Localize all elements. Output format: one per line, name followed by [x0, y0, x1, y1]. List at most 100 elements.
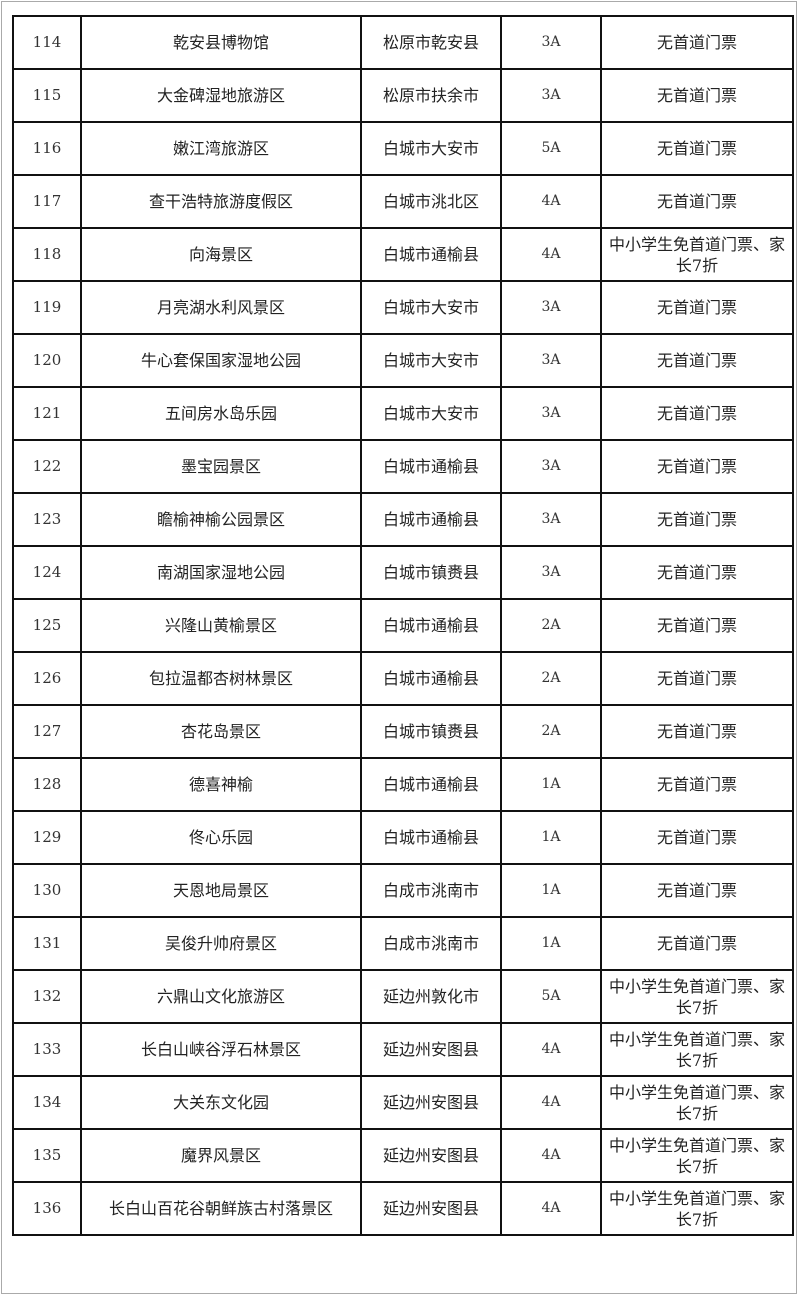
location-cell: 白城市大安市	[360, 121, 502, 176]
table-row: 116 嫩江湾旅游区 白城市大安市 5A 无首道门票	[12, 121, 794, 176]
row-number-cell: 130	[12, 863, 82, 918]
location-cell: 延边州安图县	[360, 1128, 502, 1183]
scenic-name-cell: 兴隆山黄榆景区	[80, 598, 362, 653]
location-cell: 白城市镇赉县	[360, 704, 502, 759]
rating-level-cell: 3A	[500, 280, 602, 335]
ticket-policy-cell: 无首道门票	[600, 598, 794, 653]
row-number-cell: 120	[12, 333, 82, 388]
ticket-policy-cell: 中小学生免首道门票、家长7折	[600, 1022, 794, 1077]
table-row: 117 查干浩特旅游度假区 白城市洮北区 4A 无首道门票	[12, 174, 794, 229]
rating-level-cell: 3A	[500, 15, 602, 70]
scenic-spots-table: 114 乾安县博物馆 松原市乾安县 3A 无首道门票 115 大金碑湿地旅游区 松原市扶余市 3…	[12, 15, 794, 1236]
scenic-name-cell: 大金碑湿地旅游区	[80, 68, 362, 123]
row-number-cell: 134	[12, 1075, 82, 1130]
rating-level-cell: 4A	[500, 1181, 602, 1236]
row-number-cell: 129	[12, 810, 82, 865]
scenic-name-cell: 杏花岛景区	[80, 704, 362, 759]
rating-level-cell: 2A	[500, 598, 602, 653]
ticket-policy-cell: 中小学生免首道门票、家长7折	[600, 969, 794, 1024]
scenic-name-cell: 长白山峡谷浮石林景区	[80, 1022, 362, 1077]
location-cell: 白城市通榆县	[360, 227, 502, 282]
rating-level-cell: 2A	[500, 704, 602, 759]
table-row: 114 乾安县博物馆 松原市乾安县 3A 无首道门票	[12, 15, 794, 70]
table-row: 128 德喜神榆 白城市通榆县 1A 无首道门票	[12, 757, 794, 812]
row-number-cell: 119	[12, 280, 82, 335]
row-number-cell: 135	[12, 1128, 82, 1183]
table-row: 115 大金碑湿地旅游区 松原市扶余市 3A 无首道门票	[12, 68, 794, 123]
row-number-cell: 123	[12, 492, 82, 547]
location-cell: 白城市通榆县	[360, 810, 502, 865]
location-cell: 延边州安图县	[360, 1022, 502, 1077]
rating-level-cell: 4A	[500, 1022, 602, 1077]
scenic-name-cell: 乾安县博物馆	[80, 15, 362, 70]
ticket-policy-cell: 中小学生免首道门票、家长7折	[600, 1128, 794, 1183]
rating-level-cell: 1A	[500, 863, 602, 918]
rating-level-cell: 5A	[500, 121, 602, 176]
scenic-name-cell: 天恩地局景区	[80, 863, 362, 918]
location-cell: 白城市通榆县	[360, 439, 502, 494]
row-number-cell: 133	[12, 1022, 82, 1077]
scenic-name-cell: 嫩江湾旅游区	[80, 121, 362, 176]
location-cell: 白城市通榆县	[360, 598, 502, 653]
rating-level-cell: 1A	[500, 757, 602, 812]
location-cell: 延边州安图县	[360, 1075, 502, 1130]
ticket-policy-cell: 无首道门票	[600, 704, 794, 759]
scenic-name-cell: 向海景区	[80, 227, 362, 282]
table-row: 123 瞻榆神榆公园景区 白城市通榆县 3A 无首道门票	[12, 492, 794, 547]
ticket-policy-cell: 无首道门票	[600, 492, 794, 547]
ticket-policy-cell: 无首道门票	[600, 68, 794, 123]
table-row: 120 牛心套保国家湿地公园 白城市大安市 3A 无首道门票	[12, 333, 794, 388]
row-number-cell: 128	[12, 757, 82, 812]
location-cell: 延边州敦化市	[360, 969, 502, 1024]
rating-level-cell: 3A	[500, 439, 602, 494]
scenic-name-cell: 包拉温都杏树林景区	[80, 651, 362, 706]
rating-level-cell: 3A	[500, 333, 602, 388]
scenic-name-cell: 五间房水岛乐园	[80, 386, 362, 441]
rating-level-cell: 3A	[500, 545, 602, 600]
row-number-cell: 122	[12, 439, 82, 494]
location-cell: 白城市通榆县	[360, 757, 502, 812]
table-row: 132 六鼎山文化旅游区 延边州敦化市 5A 中小学生免首道门票、家长7折	[12, 969, 794, 1024]
table-row: 131 吴俊升帅府景区 白成市洮南市 1A 无首道门票	[12, 916, 794, 971]
location-cell: 白城市大安市	[360, 280, 502, 335]
row-number-cell: 125	[12, 598, 82, 653]
location-cell: 白成市洮南市	[360, 863, 502, 918]
row-number-cell: 126	[12, 651, 82, 706]
scenic-name-cell: 德喜神榆	[80, 757, 362, 812]
scenic-name-cell: 长白山百花谷朝鲜族古村落景区	[80, 1181, 362, 1236]
ticket-policy-cell: 无首道门票	[600, 280, 794, 335]
ticket-policy-cell: 中小学生免首道门票、家长7折	[600, 1075, 794, 1130]
location-cell: 延边州安图县	[360, 1181, 502, 1236]
row-number-cell: 118	[12, 227, 82, 282]
ticket-policy-cell: 无首道门票	[600, 916, 794, 971]
table-row: 134 大关东文化园 延边州安图县 4A 中小学生免首道门票、家长7折	[12, 1075, 794, 1130]
rating-level-cell: 5A	[500, 969, 602, 1024]
scenic-name-cell: 六鼎山文化旅游区	[80, 969, 362, 1024]
rating-level-cell: 4A	[500, 1075, 602, 1130]
ticket-policy-cell: 无首道门票	[600, 333, 794, 388]
scenic-name-cell: 大关东文化园	[80, 1075, 362, 1130]
row-number-cell: 136	[12, 1181, 82, 1236]
row-number-cell: 117	[12, 174, 82, 229]
table-row: 127 杏花岛景区 白城市镇赉县 2A 无首道门票	[12, 704, 794, 759]
ticket-policy-cell: 无首道门票	[600, 15, 794, 70]
table-row: 121 五间房水岛乐园 白城市大安市 3A 无首道门票	[12, 386, 794, 441]
table-row: 133 长白山峡谷浮石林景区 延边州安图县 4A 中小学生免首道门票、家长7折	[12, 1022, 794, 1077]
scenic-name-cell: 佟心乐园	[80, 810, 362, 865]
ticket-policy-cell: 无首道门票	[600, 545, 794, 600]
ticket-policy-cell: 无首道门票	[600, 863, 794, 918]
rating-level-cell: 4A	[500, 227, 602, 282]
location-cell: 白城市洮北区	[360, 174, 502, 229]
table-row: 122 墨宝园景区 白城市通榆县 3A 无首道门票	[12, 439, 794, 494]
rating-level-cell: 3A	[500, 492, 602, 547]
table-row: 118 向海景区 白城市通榆县 4A 中小学生免首道门票、家长7折	[12, 227, 794, 282]
row-number-cell: 114	[12, 15, 82, 70]
table-row: 129 佟心乐园 白城市通榆县 1A 无首道门票	[12, 810, 794, 865]
rating-level-cell: 2A	[500, 651, 602, 706]
ticket-policy-cell: 中小学生免首道门票、家长7折	[600, 227, 794, 282]
location-cell: 白城市通榆县	[360, 492, 502, 547]
ticket-policy-cell: 无首道门票	[600, 439, 794, 494]
scenic-name-cell: 月亮湖水利风景区	[80, 280, 362, 335]
scenic-name-cell: 南湖国家湿地公园	[80, 545, 362, 600]
